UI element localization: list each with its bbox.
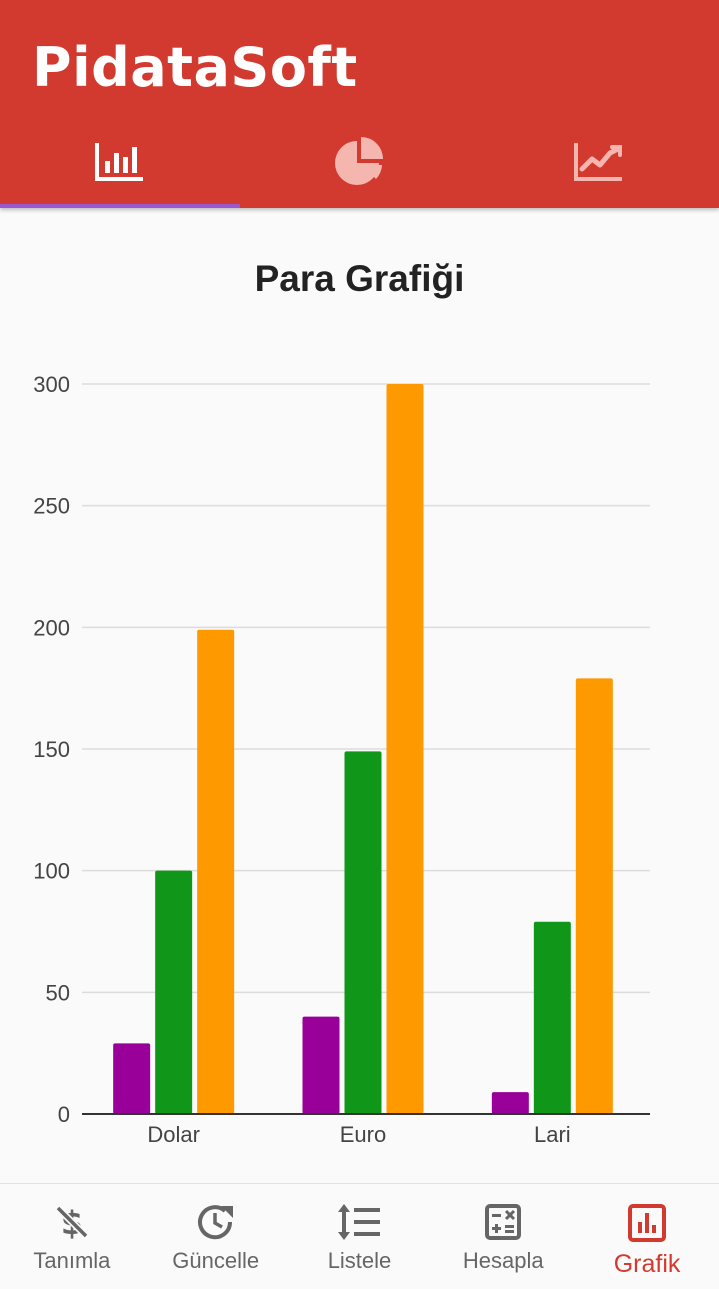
bottom-navigation: $ Tanımla Güncelle Listele [0, 1183, 719, 1289]
x-tick-label: Dolar [147, 1122, 200, 1147]
nav-item-grafik[interactable]: Grafik [575, 1184, 719, 1289]
y-tick-label: 300 [33, 372, 70, 397]
bar [386, 384, 424, 1114]
bar [575, 678, 613, 1114]
nav-item-tanimla[interactable]: $ Tanımla [0, 1184, 144, 1289]
calculator-icon [485, 1204, 522, 1240]
nav-label-guncelle: Güncelle [172, 1248, 260, 1273]
bar [113, 1043, 151, 1114]
bar-chart: 0 50 100 150 200 250 300 Dolar Euro Lari [33, 372, 650, 1147]
chart-title: Para Grafiği [254, 258, 465, 299]
app-title: PidataSoft [32, 36, 358, 99]
bar [155, 870, 193, 1114]
nav-label-grafik: Grafik [613, 1250, 681, 1278]
pie-chart-icon [334, 137, 383, 185]
nav-label-hesapla: Hesapla [462, 1248, 544, 1273]
y-tick-label: 0 [58, 1102, 70, 1127]
line-chart-icon [574, 143, 623, 181]
x-tick-label: Lari [534, 1122, 571, 1147]
y-tick-label: 50 [46, 980, 70, 1005]
nav-item-guncelle[interactable]: Güncelle [144, 1184, 288, 1289]
bar [533, 921, 571, 1114]
nav-label-tanimla: Tanımla [33, 1248, 111, 1273]
nav-label-listele: Listele [327, 1248, 392, 1273]
y-tick-label: 150 [33, 737, 70, 762]
tab-line-chart[interactable] [479, 118, 719, 208]
chart-icon [628, 1204, 667, 1242]
list-icon [338, 1204, 381, 1240]
y-tick-label: 200 [33, 615, 70, 640]
y-tick-label: 100 [33, 859, 70, 884]
nav-item-hesapla[interactable]: Hesapla [431, 1184, 575, 1289]
bar-chart-icon [94, 143, 143, 181]
bar [344, 751, 382, 1114]
y-tick-label: 250 [33, 494, 70, 519]
tab-bar [0, 118, 719, 208]
bar [491, 1092, 529, 1114]
tab-pie-chart[interactable] [240, 118, 480, 208]
tab-bar-chart[interactable] [0, 118, 240, 208]
bar [302, 1016, 340, 1114]
nav-item-listele[interactable]: Listele [288, 1184, 432, 1289]
update-icon [197, 1205, 233, 1240]
app-bar: PidataSoft [0, 0, 719, 208]
x-tick-label: Euro [340, 1122, 386, 1147]
money-off-icon: $ [55, 1204, 89, 1240]
bar [197, 629, 235, 1114]
tab-indicator [0, 204, 240, 208]
